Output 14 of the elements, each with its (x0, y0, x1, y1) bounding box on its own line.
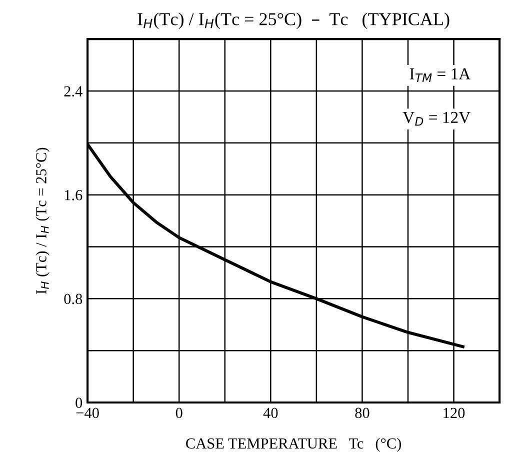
x-tick-label: −40 (76, 408, 99, 418)
y-axis-title: I$_{H}$ (Tc) / I$_{H}$ (Tc = 25°C) (36, 148, 50, 294)
y-tick-label: 2.4 (64, 86, 82, 97)
y-tick-label: 0 (76, 398, 82, 408)
y-tick-label: 1.6 (64, 190, 82, 200)
x-tick-label: 0 (176, 408, 182, 418)
x-tick-label: 120 (444, 408, 465, 418)
y-tick-label: 0.8 (64, 294, 82, 304)
x-axis-title: CASE TEMPERATURE Tc (°C) (186, 438, 402, 452)
chart-title: I$_{H}$(Tc) / I$_{H}$(Tc = 25°C) – Tc (TYPICAL) (138, 12, 450, 29)
annotation: V$_{D}$ = 12V (402, 112, 470, 126)
annotation: I$_{TM}$ = 1A (410, 68, 471, 82)
x-tick-label: 40 (263, 408, 278, 418)
x-tick-label: 80 (355, 408, 370, 418)
